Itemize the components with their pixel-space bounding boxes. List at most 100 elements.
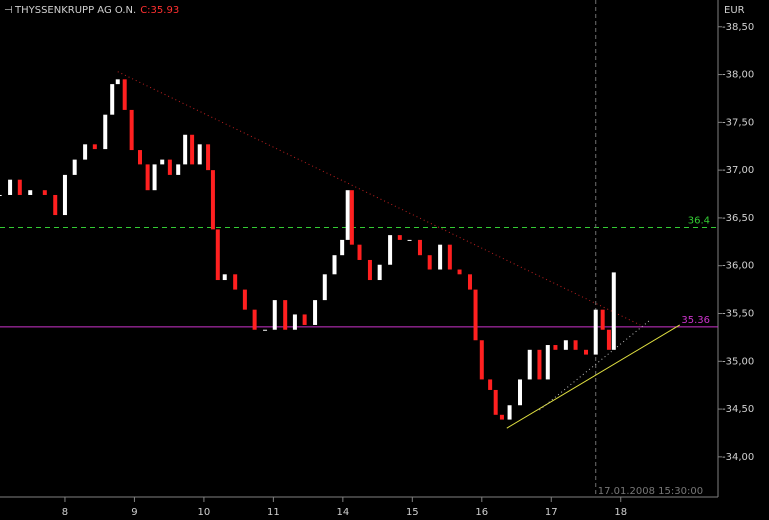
candle xyxy=(252,309,257,330)
candle xyxy=(488,379,493,390)
trend-line xyxy=(506,324,681,429)
candle xyxy=(499,414,504,420)
x-tick-label: 11 xyxy=(267,507,280,518)
candle xyxy=(606,329,611,350)
y-tick-label: -36,00 xyxy=(722,261,754,272)
chart-title: THYSSENKRUPP AG O.N. xyxy=(14,5,136,16)
y-tick-label: -35,50 xyxy=(722,308,754,319)
crosshair-label: 17.01.2008 15:30:00 xyxy=(598,486,703,497)
candle xyxy=(115,79,120,85)
candle xyxy=(0,194,2,196)
candle xyxy=(313,300,318,325)
candle xyxy=(397,235,402,240)
y-tick-label: -35,00 xyxy=(722,356,754,367)
candle xyxy=(438,244,443,270)
candle xyxy=(563,340,568,350)
candle xyxy=(473,289,478,341)
candle xyxy=(349,190,354,245)
candle xyxy=(292,314,297,330)
y-tick-label: -38,00 xyxy=(722,70,754,81)
candle xyxy=(367,259,372,281)
candle xyxy=(206,144,211,171)
candle xyxy=(160,159,165,165)
y-tick-label: -37,00 xyxy=(722,165,754,176)
x-tick-label: 16 xyxy=(475,507,488,518)
candle xyxy=(553,345,558,350)
candle xyxy=(527,349,532,380)
candle xyxy=(83,144,88,160)
x-tick-label: 8 xyxy=(62,507,68,518)
candle xyxy=(332,255,337,275)
y-tick-label: -34,00 xyxy=(722,452,754,463)
candle xyxy=(176,164,181,175)
candle xyxy=(427,255,432,270)
x-tick-label: 17 xyxy=(545,507,558,518)
candle xyxy=(183,134,188,165)
x-tick-label: 18 xyxy=(614,507,627,518)
candle xyxy=(611,272,616,350)
candle xyxy=(145,164,150,191)
candle xyxy=(152,164,157,191)
currency-label: EUR xyxy=(724,5,745,16)
candle xyxy=(357,244,362,260)
candle xyxy=(17,179,22,195)
candle xyxy=(62,174,67,216)
candle xyxy=(457,269,462,275)
candle xyxy=(42,190,47,195)
candle xyxy=(407,239,412,241)
candle xyxy=(345,190,350,240)
x-tick-label: 14 xyxy=(336,507,349,518)
candle xyxy=(593,309,598,355)
candle xyxy=(302,314,307,325)
candle xyxy=(447,244,452,270)
candle xyxy=(467,274,472,290)
candle xyxy=(28,190,33,195)
candle xyxy=(584,349,589,355)
candle xyxy=(110,84,115,115)
candle xyxy=(103,114,108,150)
candle xyxy=(137,150,142,165)
candle xyxy=(197,144,202,165)
candle xyxy=(233,274,238,290)
x-tick-label: 10 xyxy=(198,507,211,518)
y-tick-label: -37,50 xyxy=(722,117,754,128)
candle xyxy=(222,274,227,281)
candle xyxy=(493,389,498,415)
candle xyxy=(340,239,345,256)
candle xyxy=(167,159,172,175)
trend-line xyxy=(117,71,641,326)
candle xyxy=(537,349,542,380)
y-tick-label: -38,50 xyxy=(722,22,754,33)
x-tick-label: 15 xyxy=(406,507,419,518)
close-label: C:35.93 xyxy=(140,5,179,16)
candle xyxy=(479,340,484,380)
y-tick-label: -36,50 xyxy=(722,213,754,224)
candle xyxy=(573,340,578,350)
reference-label: 35.36 xyxy=(681,315,710,326)
candle xyxy=(507,405,512,420)
candle xyxy=(210,170,215,230)
candle xyxy=(72,159,77,175)
cursor-icon: ⊣ xyxy=(4,5,13,16)
candle xyxy=(8,179,13,195)
x-tick-label: 9 xyxy=(131,507,137,518)
candle xyxy=(518,379,523,406)
candle xyxy=(272,300,277,330)
candle xyxy=(242,289,247,310)
reference-label: 36.4 xyxy=(688,215,710,226)
candle xyxy=(600,309,605,330)
y-tick-label: -34,50 xyxy=(722,404,754,415)
candle xyxy=(388,235,393,265)
candle xyxy=(377,264,382,281)
candle xyxy=(545,345,550,380)
candle xyxy=(122,79,127,110)
candle xyxy=(322,274,327,301)
candle xyxy=(263,329,268,331)
candle xyxy=(129,109,134,151)
candle xyxy=(190,134,195,165)
candle xyxy=(215,229,220,281)
candle xyxy=(53,194,58,216)
candle xyxy=(92,144,97,150)
